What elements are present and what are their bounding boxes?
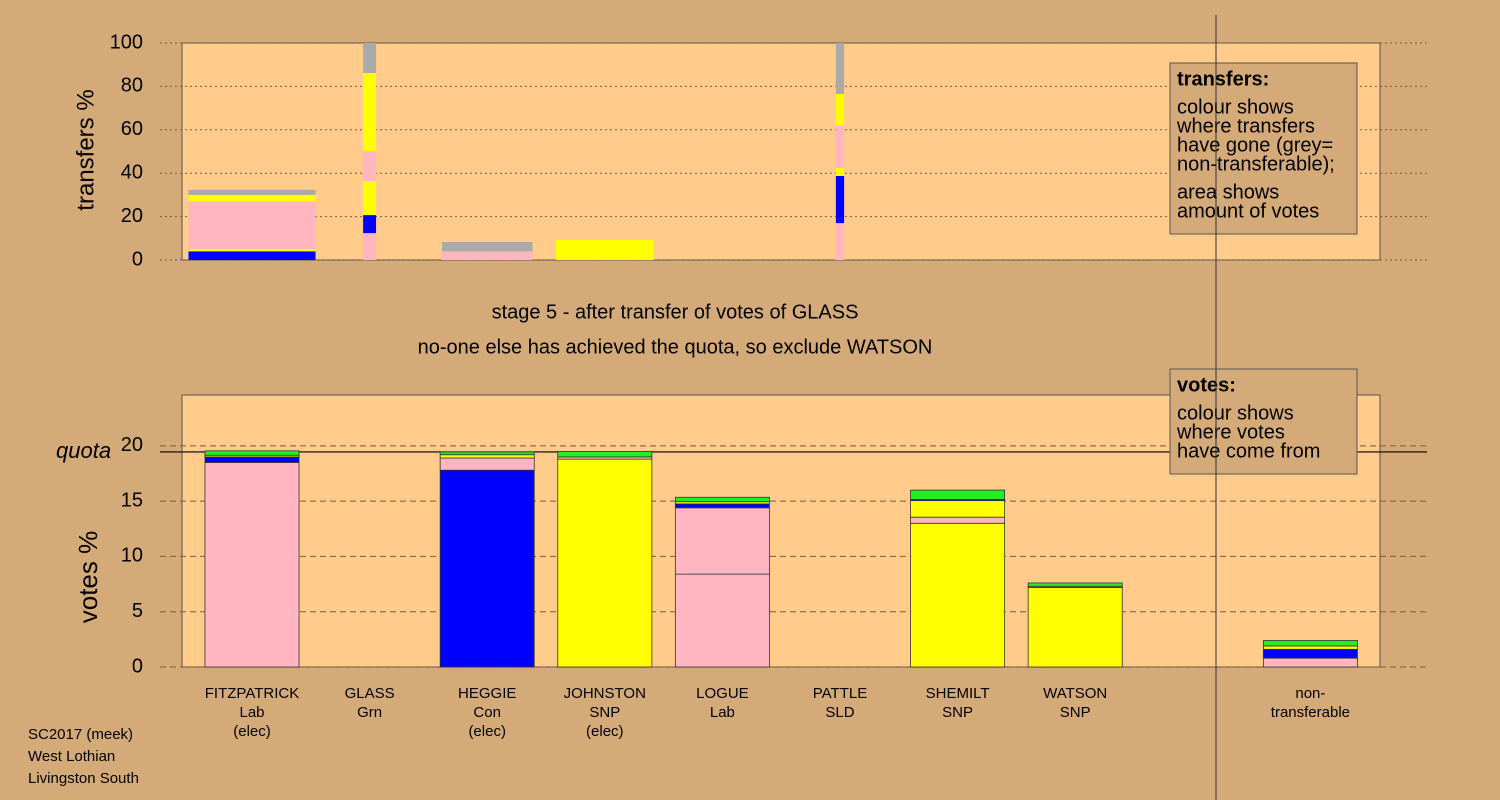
legend-text: non-transferable); <box>1177 153 1335 175</box>
legend-text: where votes <box>1176 421 1285 443</box>
bar-segment <box>204 462 300 668</box>
stage-text: stage 5 - after transfer of votes of GLA… <box>492 301 859 323</box>
bar-segment <box>910 516 1006 524</box>
bar-segment <box>363 151 377 182</box>
bar-segment <box>835 167 845 177</box>
x-tick-label: Grn <box>357 704 382 721</box>
quota-label: quota <box>56 438 111 463</box>
x-tick-label: SHEMILT <box>926 685 990 702</box>
bar-segment <box>835 43 845 94</box>
bar-segment <box>188 201 316 250</box>
x-tick-label: SNP <box>589 704 620 721</box>
bar-segment <box>674 507 770 575</box>
x-tick-label: SNP <box>942 704 973 721</box>
x-tick-label: Con <box>473 704 501 721</box>
y-tick-label: 100 <box>110 31 143 53</box>
bar-segment <box>439 469 535 668</box>
bar-segment <box>204 456 300 463</box>
legend-text: where transfers <box>1176 115 1315 137</box>
y-tick-label: 20 <box>121 205 143 227</box>
bar-segment <box>835 223 845 260</box>
y-tick-label: 40 <box>121 161 143 183</box>
legend-text: colour shows <box>1177 96 1294 118</box>
bar-segment <box>204 450 300 456</box>
y-tick-label: 10 <box>121 545 143 567</box>
bar-segment <box>188 189 316 195</box>
bar-segment <box>1027 586 1123 668</box>
y-tick-label: 0 <box>132 248 143 270</box>
bar-segment <box>363 215 377 234</box>
y-tick-label: 0 <box>132 655 143 677</box>
bar-segment <box>557 458 653 668</box>
x-tick-label: non- <box>1295 685 1325 702</box>
bar-segment <box>557 450 653 458</box>
bar-segment <box>555 240 654 260</box>
legend-text: area shows <box>1177 181 1279 203</box>
x-tick-label: (elec) <box>586 723 624 740</box>
bar-segment <box>439 457 535 471</box>
x-tick-label: Lab <box>239 704 264 721</box>
y-axis-title: votes % <box>73 531 103 624</box>
y-tick-label: 80 <box>121 75 143 97</box>
bar-segment <box>1262 645 1358 650</box>
bar-segment <box>363 233 377 260</box>
bar-segment <box>674 496 770 503</box>
x-tick-label: GLASS <box>345 685 395 702</box>
footer-text: SC2017 (meek) <box>28 726 133 743</box>
bar-segment <box>188 251 316 260</box>
bar-segment <box>188 194 316 202</box>
legend-box <box>1169 368 1358 475</box>
x-tick-label: (elec) <box>468 723 506 740</box>
legend-text: amount of votes <box>1177 200 1319 222</box>
bar-segment <box>674 573 770 668</box>
x-tick-label: HEGGIE <box>458 685 516 702</box>
legend-box <box>1169 62 1358 235</box>
bar-segment <box>910 489 1006 500</box>
bar-segment <box>1262 648 1358 659</box>
x-tick-label: LOGUE <box>696 685 749 702</box>
bar-segment <box>835 93 845 126</box>
bar-segment <box>363 72 377 152</box>
x-tick-label: (elec) <box>233 723 271 740</box>
legend-title: transfers: <box>1177 68 1269 90</box>
bar-segment <box>363 43 377 73</box>
y-tick-label: 5 <box>132 600 143 622</box>
y-tick-label: 20 <box>121 434 143 456</box>
bar-segment <box>1027 582 1123 587</box>
x-tick-label: Lab <box>710 704 735 721</box>
bar-segment <box>439 451 535 456</box>
x-tick-label: FITZPATRICK <box>205 685 299 702</box>
bar-segment <box>441 241 533 252</box>
bar-segment <box>363 181 377 216</box>
y-tick-label: 60 <box>121 118 143 140</box>
x-tick-label: PATTLE <box>813 685 867 702</box>
x-tick-label: SNP <box>1060 704 1091 721</box>
x-tick-label: JOHNSTON <box>564 685 646 702</box>
bar-segment <box>188 249 316 252</box>
bar-segment <box>835 125 845 168</box>
y-axis-title: transfers % <box>72 89 99 210</box>
bar-segment <box>674 503 770 509</box>
y-tick-label: 15 <box>121 489 143 511</box>
legend-text: have come from <box>1177 440 1320 462</box>
legend-title: votes: <box>1177 374 1236 396</box>
bar-segment <box>439 454 535 459</box>
bar-segment <box>441 251 533 260</box>
legend-text: colour shows <box>1177 402 1294 424</box>
footer-text: West Lothian <box>28 748 115 765</box>
x-tick-label: SLD <box>825 704 854 721</box>
bar-segment <box>910 522 1006 668</box>
bar-segment <box>1262 657 1358 668</box>
x-tick-label: WATSON <box>1043 685 1107 702</box>
bar-segment <box>910 500 1006 518</box>
bar-segment <box>1262 640 1358 647</box>
decision-text: no-one else has achieved the quota, so e… <box>418 336 933 358</box>
x-tick-label: transferable <box>1271 704 1350 721</box>
bar-segment <box>835 176 845 224</box>
footer-text: Livingston South <box>28 770 139 787</box>
